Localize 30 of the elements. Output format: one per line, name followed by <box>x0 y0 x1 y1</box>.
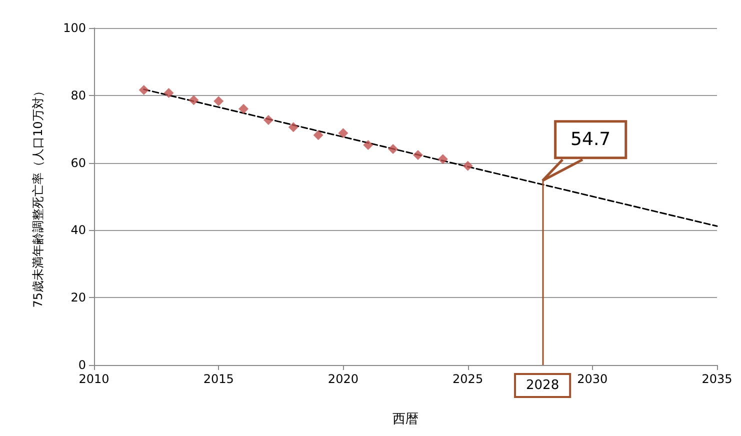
y-tick-label: 40 <box>70 223 86 238</box>
y-axis-title: 75歳未満年齢調整死亡率（人口10万対） <box>31 85 45 308</box>
x-tick-label: 2025 <box>452 372 484 386</box>
ref-line-label: 2028 <box>526 378 560 393</box>
point <box>238 104 249 114</box>
x-tick-label: 2035 <box>702 372 732 386</box>
y-tick-label: 20 <box>70 290 86 305</box>
x-axis-title: 西暦 <box>392 412 418 427</box>
point <box>462 160 473 171</box>
point <box>263 115 274 125</box>
x-tick-label: 2030 <box>577 372 608 386</box>
point <box>188 95 199 106</box>
point <box>363 140 374 150</box>
x-tick-label: 2020 <box>328 372 358 386</box>
point <box>412 150 423 160</box>
point <box>338 128 348 138</box>
y-tick-label: 100 <box>63 21 86 35</box>
y-tick-label: 0 <box>78 358 86 372</box>
point <box>438 154 448 164</box>
point <box>214 96 224 106</box>
annotation: 54.7 <box>570 129 611 150</box>
x-tick-label: 2015 <box>203 372 234 386</box>
point <box>313 130 324 140</box>
y-tick-label: 60 <box>70 156 86 170</box>
y-tick-label: 80 <box>70 88 86 102</box>
x-tick-label: 2010 <box>78 372 110 386</box>
point <box>138 85 149 96</box>
point <box>164 88 174 98</box>
point <box>388 144 398 154</box>
point <box>288 122 298 132</box>
